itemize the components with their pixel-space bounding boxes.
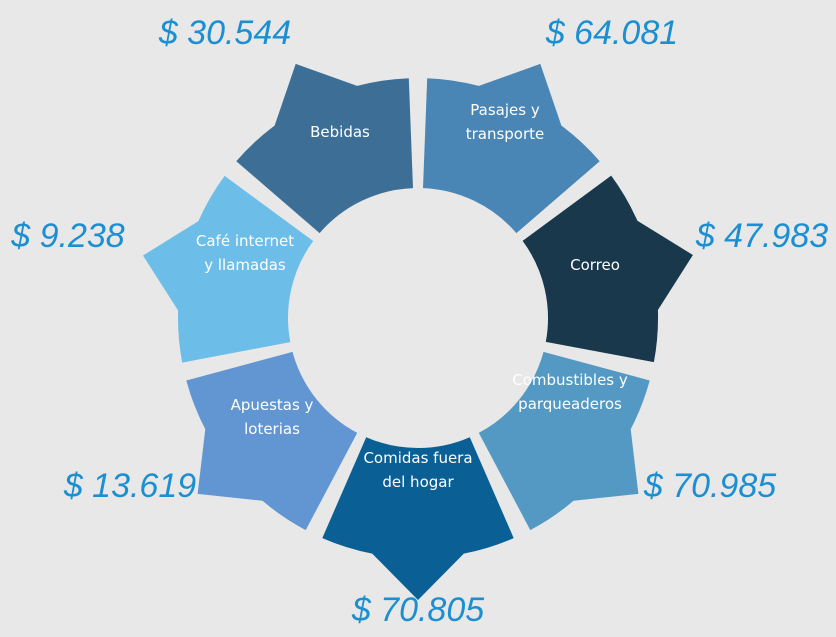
label-line: Comidas fuera xyxy=(363,449,472,467)
label-line: y llamadas xyxy=(204,256,286,274)
segment xyxy=(236,63,413,234)
value-label: $ 70.805 xyxy=(351,591,484,629)
segment-label: Café internet y llamadas xyxy=(196,232,294,274)
label-line: transporte xyxy=(466,125,545,143)
label-line: Bebidas xyxy=(310,123,370,141)
label-line: Café internet xyxy=(196,232,294,250)
label-line: Combustibles y xyxy=(512,371,628,389)
label-line: parqueaderos xyxy=(518,395,622,413)
segment xyxy=(423,63,600,234)
value-label: $ 9.238 xyxy=(10,217,125,255)
segment xyxy=(322,437,514,600)
segment-label: Combustibles y parqueaderos xyxy=(512,371,628,413)
label-line: Correo xyxy=(570,256,620,274)
segment-label: Comidas fuera del hogar xyxy=(363,449,472,491)
segment xyxy=(186,351,358,531)
segment-label: Bebidas xyxy=(310,123,370,141)
segment xyxy=(143,175,314,363)
label-line: Pasajes y xyxy=(470,101,540,119)
segment xyxy=(522,175,693,363)
segment-label: Correo xyxy=(570,256,620,274)
value-label: $ 30.544 xyxy=(158,14,291,52)
segment-label: Pasajes y transporte xyxy=(466,101,545,143)
value-label: $ 13.619 xyxy=(63,467,196,505)
value-label: $ 47.983 xyxy=(695,217,828,255)
value-label: $ 70.985 xyxy=(643,467,776,505)
label-line: loterias xyxy=(244,420,300,438)
segment xyxy=(478,351,650,531)
segment-label: Apuestas y loterias xyxy=(231,396,314,438)
value-label: $ 64.081 xyxy=(545,14,678,52)
label-line: del hogar xyxy=(382,473,454,491)
label-line: Apuestas y xyxy=(231,396,314,414)
